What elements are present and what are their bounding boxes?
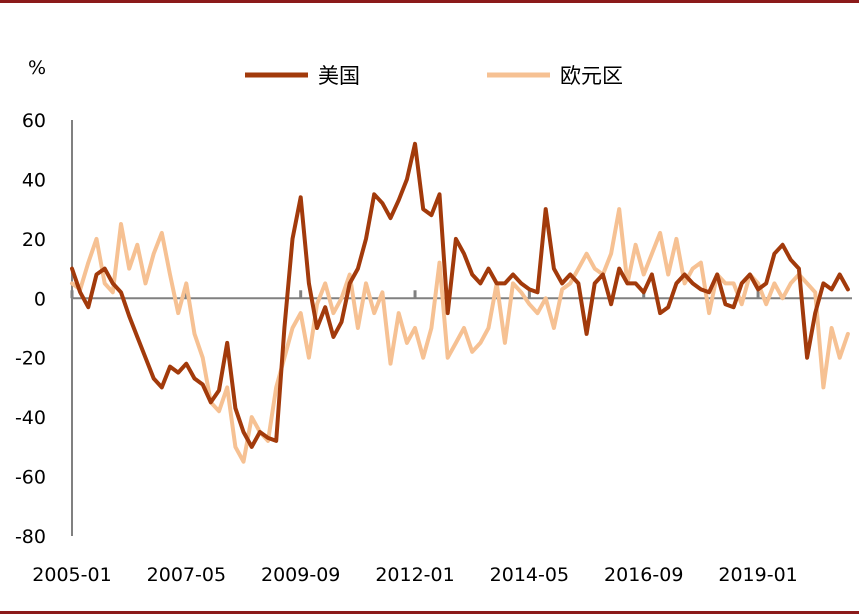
y-tick-label: -20: [15, 348, 46, 370]
x-tick-label: 2019-01: [718, 564, 797, 586]
x-tick-label: 2009-09: [261, 564, 340, 586]
x-tick-label: 2007-05: [147, 564, 226, 586]
legend-label-us: 美国: [318, 64, 360, 88]
y-tick-labels: 60 40 20 0 -20 -40 -60 -80: [15, 110, 46, 548]
x-tick-label: 2005-01: [32, 564, 111, 586]
y-tick-label: 0: [34, 288, 46, 310]
y-tick-label: -60: [15, 467, 46, 489]
y-unit-label: %: [28, 57, 46, 79]
y-tick-label: 20: [22, 229, 46, 251]
y-tick-label: 40: [22, 169, 46, 191]
y-tick-label: -80: [15, 526, 46, 548]
x-tick-labels: 2005-01 2007-05 2009-09 2012-01 2014-05 2016-…: [32, 564, 797, 586]
legend-label-eurozone: 欧元区: [560, 64, 623, 88]
y-tick-label: -40: [15, 407, 46, 429]
top-frame-line: [0, 0, 859, 3]
x-tick-label: 2012-01: [375, 564, 454, 586]
legend: 美国 欧元区: [245, 64, 623, 88]
bottom-frame-line: [0, 611, 859, 614]
series-lines: [70, 141, 850, 464]
x-tick-label: 2016-09: [604, 564, 683, 586]
series-line-us: [70, 141, 850, 449]
y-tick-label: 60: [22, 110, 46, 132]
x-tick-label: 2014-05: [490, 564, 569, 586]
